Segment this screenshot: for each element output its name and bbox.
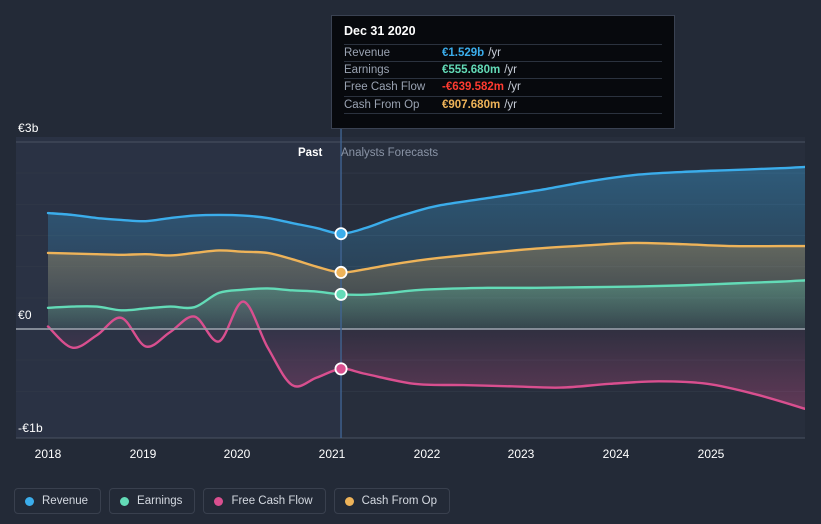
tooltip-key-free-cash-flow: Free Cash Flow	[344, 81, 426, 94]
phase-label-analysts-forecasts: Analysts Forecasts	[341, 147, 439, 159]
tooltip-value-cash-from-op: €907.680m	[442, 98, 501, 111]
tooltip-row-cash-from-op: Cash From Op €907.680m /yr	[344, 95, 662, 113]
legend-item-free-cash-flow[interactable]: Free Cash Flow	[203, 488, 326, 514]
y-axis-label-3b: €3b	[18, 121, 39, 135]
x-axis-label-2025: 2025	[697, 447, 725, 461]
tooltip-bottom-divider	[344, 112, 662, 119]
legend-label-earnings: Earnings	[137, 495, 183, 507]
data-tooltip: Dec 31 2020 Revenue €1.529b /yr Earnings…	[331, 15, 675, 129]
legend-label-cash-from-op: Cash From Op	[361, 495, 438, 507]
tooltip-value-revenue: €1.529b	[442, 47, 485, 60]
tooltip-row-earnings: Earnings €555.680m /yr	[344, 61, 662, 78]
tooltip-unit-cash-from-op: /yr	[504, 98, 517, 111]
x-axis-label-2019: 2019	[129, 447, 157, 461]
legend-item-cash-from-op[interactable]: Cash From Op	[333, 488, 451, 514]
free-cash-flow-color-dot-icon	[214, 496, 224, 506]
chart-legend: Revenue Earnings Free Cash Flow Cash Fro…	[14, 488, 451, 514]
x-axis-label-2024: 2024	[602, 447, 630, 461]
x-axis-label-2020: 2020	[223, 447, 251, 461]
y-axis-label-0: €0	[18, 308, 32, 322]
tooltip-row-revenue: Revenue €1.529b /yr	[344, 44, 662, 61]
x-axis-label-2022: 2022	[413, 447, 441, 461]
cash-from-op-color-dot-icon	[344, 496, 354, 506]
tooltip-row-free-cash-flow: Free Cash Flow -€639.582m /yr	[344, 78, 662, 95]
x-axis-label-2023: 2023	[507, 447, 535, 461]
x-axis-label-2018: 2018	[34, 447, 62, 461]
earnings-color-dot-icon	[120, 496, 130, 506]
legend-label-revenue: Revenue	[42, 495, 89, 507]
tooltip-key-cash-from-op: Cash From Op	[344, 98, 420, 111]
revenue-color-dot-icon	[25, 496, 34, 506]
legend-item-earnings[interactable]: Earnings	[109, 488, 196, 514]
tooltip-key-revenue: Revenue	[344, 47, 391, 60]
tooltip-unit-free-cash-flow: /yr	[508, 81, 521, 94]
tooltip-unit-earnings: /yr	[504, 64, 517, 77]
tooltip-key-earnings: Earnings	[344, 64, 390, 77]
y-axis-label-neg1b: -€1b	[18, 421, 43, 435]
legend-label-free-cash-flow: Free Cash Flow	[231, 495, 313, 507]
tooltip-value-earnings: €555.680m	[442, 64, 501, 77]
phase-label-past: Past	[298, 147, 323, 159]
tooltip-value-free-cash-flow: -€639.582m	[442, 81, 505, 94]
tooltip-unit-revenue: /yr	[488, 47, 501, 60]
legend-item-revenue[interactable]: Revenue	[14, 488, 102, 514]
x-axis-label-2021: 2021	[318, 447, 346, 461]
tooltip-date: Dec 31 2020	[344, 24, 416, 38]
